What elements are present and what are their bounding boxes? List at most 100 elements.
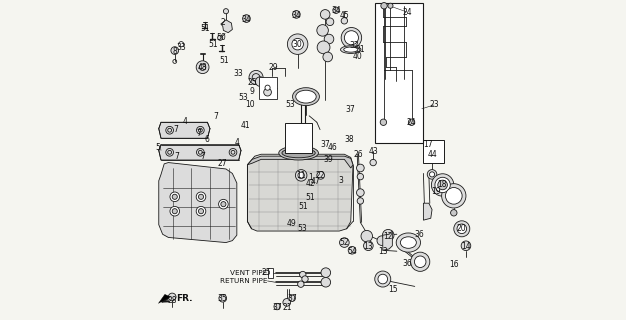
Text: 21: 21	[282, 303, 292, 312]
Text: 53: 53	[239, 93, 248, 102]
Text: 42: 42	[305, 179, 316, 188]
Circle shape	[171, 47, 178, 54]
Text: 7: 7	[200, 152, 205, 161]
Polygon shape	[159, 145, 241, 160]
Ellipse shape	[341, 46, 361, 53]
Text: 8: 8	[172, 47, 177, 56]
Circle shape	[223, 9, 228, 14]
Text: 30: 30	[293, 40, 302, 49]
Circle shape	[454, 221, 470, 237]
Text: 4: 4	[234, 138, 239, 147]
Circle shape	[287, 34, 308, 54]
Text: 25: 25	[247, 78, 257, 87]
Text: 41: 41	[240, 121, 250, 130]
Circle shape	[441, 184, 466, 208]
Circle shape	[166, 126, 173, 134]
Polygon shape	[423, 203, 432, 220]
Text: 10: 10	[245, 100, 255, 109]
Circle shape	[414, 256, 426, 268]
Circle shape	[196, 61, 209, 74]
Circle shape	[289, 295, 295, 301]
Text: 37: 37	[346, 105, 356, 114]
Ellipse shape	[292, 88, 319, 106]
Ellipse shape	[396, 233, 421, 252]
Text: 14: 14	[461, 242, 471, 251]
Circle shape	[170, 192, 180, 202]
Circle shape	[300, 271, 306, 278]
Text: 43: 43	[368, 147, 378, 156]
Text: 46: 46	[328, 143, 337, 152]
Circle shape	[333, 7, 339, 13]
Circle shape	[344, 31, 359, 45]
Polygon shape	[159, 122, 210, 138]
Text: 16: 16	[449, 260, 459, 269]
Text: 9: 9	[249, 87, 254, 96]
Text: 36: 36	[403, 260, 413, 268]
Circle shape	[341, 28, 362, 48]
Circle shape	[283, 299, 290, 306]
Text: 7: 7	[173, 125, 178, 134]
Circle shape	[197, 148, 204, 156]
Circle shape	[326, 18, 334, 26]
Text: 37: 37	[272, 303, 282, 312]
Circle shape	[446, 188, 462, 204]
Circle shape	[196, 192, 206, 202]
Circle shape	[302, 276, 308, 282]
Circle shape	[380, 119, 387, 125]
Text: 20: 20	[457, 224, 466, 233]
Text: 22: 22	[316, 171, 326, 180]
Text: 35: 35	[218, 294, 228, 303]
Circle shape	[451, 210, 457, 216]
Text: 51: 51	[208, 40, 218, 49]
Text: 39: 39	[324, 155, 333, 164]
Circle shape	[295, 170, 307, 181]
Polygon shape	[221, 20, 232, 33]
Circle shape	[249, 70, 263, 84]
Circle shape	[427, 170, 437, 179]
Circle shape	[357, 173, 364, 180]
Text: VENT PIPE: VENT PIPE	[230, 270, 267, 276]
Circle shape	[348, 246, 356, 254]
Text: 52: 52	[339, 238, 349, 247]
Text: 34: 34	[331, 6, 341, 15]
Bar	[285, 123, 312, 153]
Text: 13: 13	[364, 242, 373, 251]
Text: 48: 48	[198, 63, 207, 72]
Circle shape	[168, 293, 176, 301]
Text: 33: 33	[177, 43, 186, 52]
Circle shape	[429, 172, 434, 177]
Circle shape	[265, 85, 270, 90]
Circle shape	[321, 277, 331, 287]
Text: RETURN PIPE: RETURN PIPE	[220, 278, 267, 284]
Text: 47: 47	[310, 177, 321, 186]
Text: 37: 37	[321, 140, 330, 149]
Text: 53: 53	[297, 224, 307, 233]
Circle shape	[255, 77, 265, 86]
Text: 7: 7	[213, 112, 218, 121]
Circle shape	[198, 194, 203, 199]
Circle shape	[166, 148, 173, 156]
Text: 5: 5	[155, 143, 160, 152]
Circle shape	[324, 34, 334, 44]
Text: 31: 31	[355, 45, 365, 54]
Polygon shape	[247, 154, 353, 231]
Text: 28: 28	[167, 296, 177, 305]
Bar	[267, 268, 274, 278]
Text: 15: 15	[388, 285, 398, 294]
Bar	[259, 77, 277, 99]
Ellipse shape	[401, 237, 416, 248]
Text: 37: 37	[287, 294, 297, 303]
Text: 4: 4	[183, 117, 187, 126]
Circle shape	[321, 10, 330, 19]
Text: 18: 18	[437, 180, 446, 189]
Polygon shape	[159, 163, 237, 243]
Text: 34: 34	[292, 11, 301, 20]
Circle shape	[375, 271, 391, 287]
Text: 51: 51	[219, 56, 229, 65]
Circle shape	[411, 252, 430, 271]
Circle shape	[198, 209, 203, 214]
Circle shape	[172, 209, 177, 214]
Text: 17: 17	[423, 140, 433, 149]
Text: 54: 54	[347, 247, 357, 256]
Circle shape	[381, 3, 387, 9]
